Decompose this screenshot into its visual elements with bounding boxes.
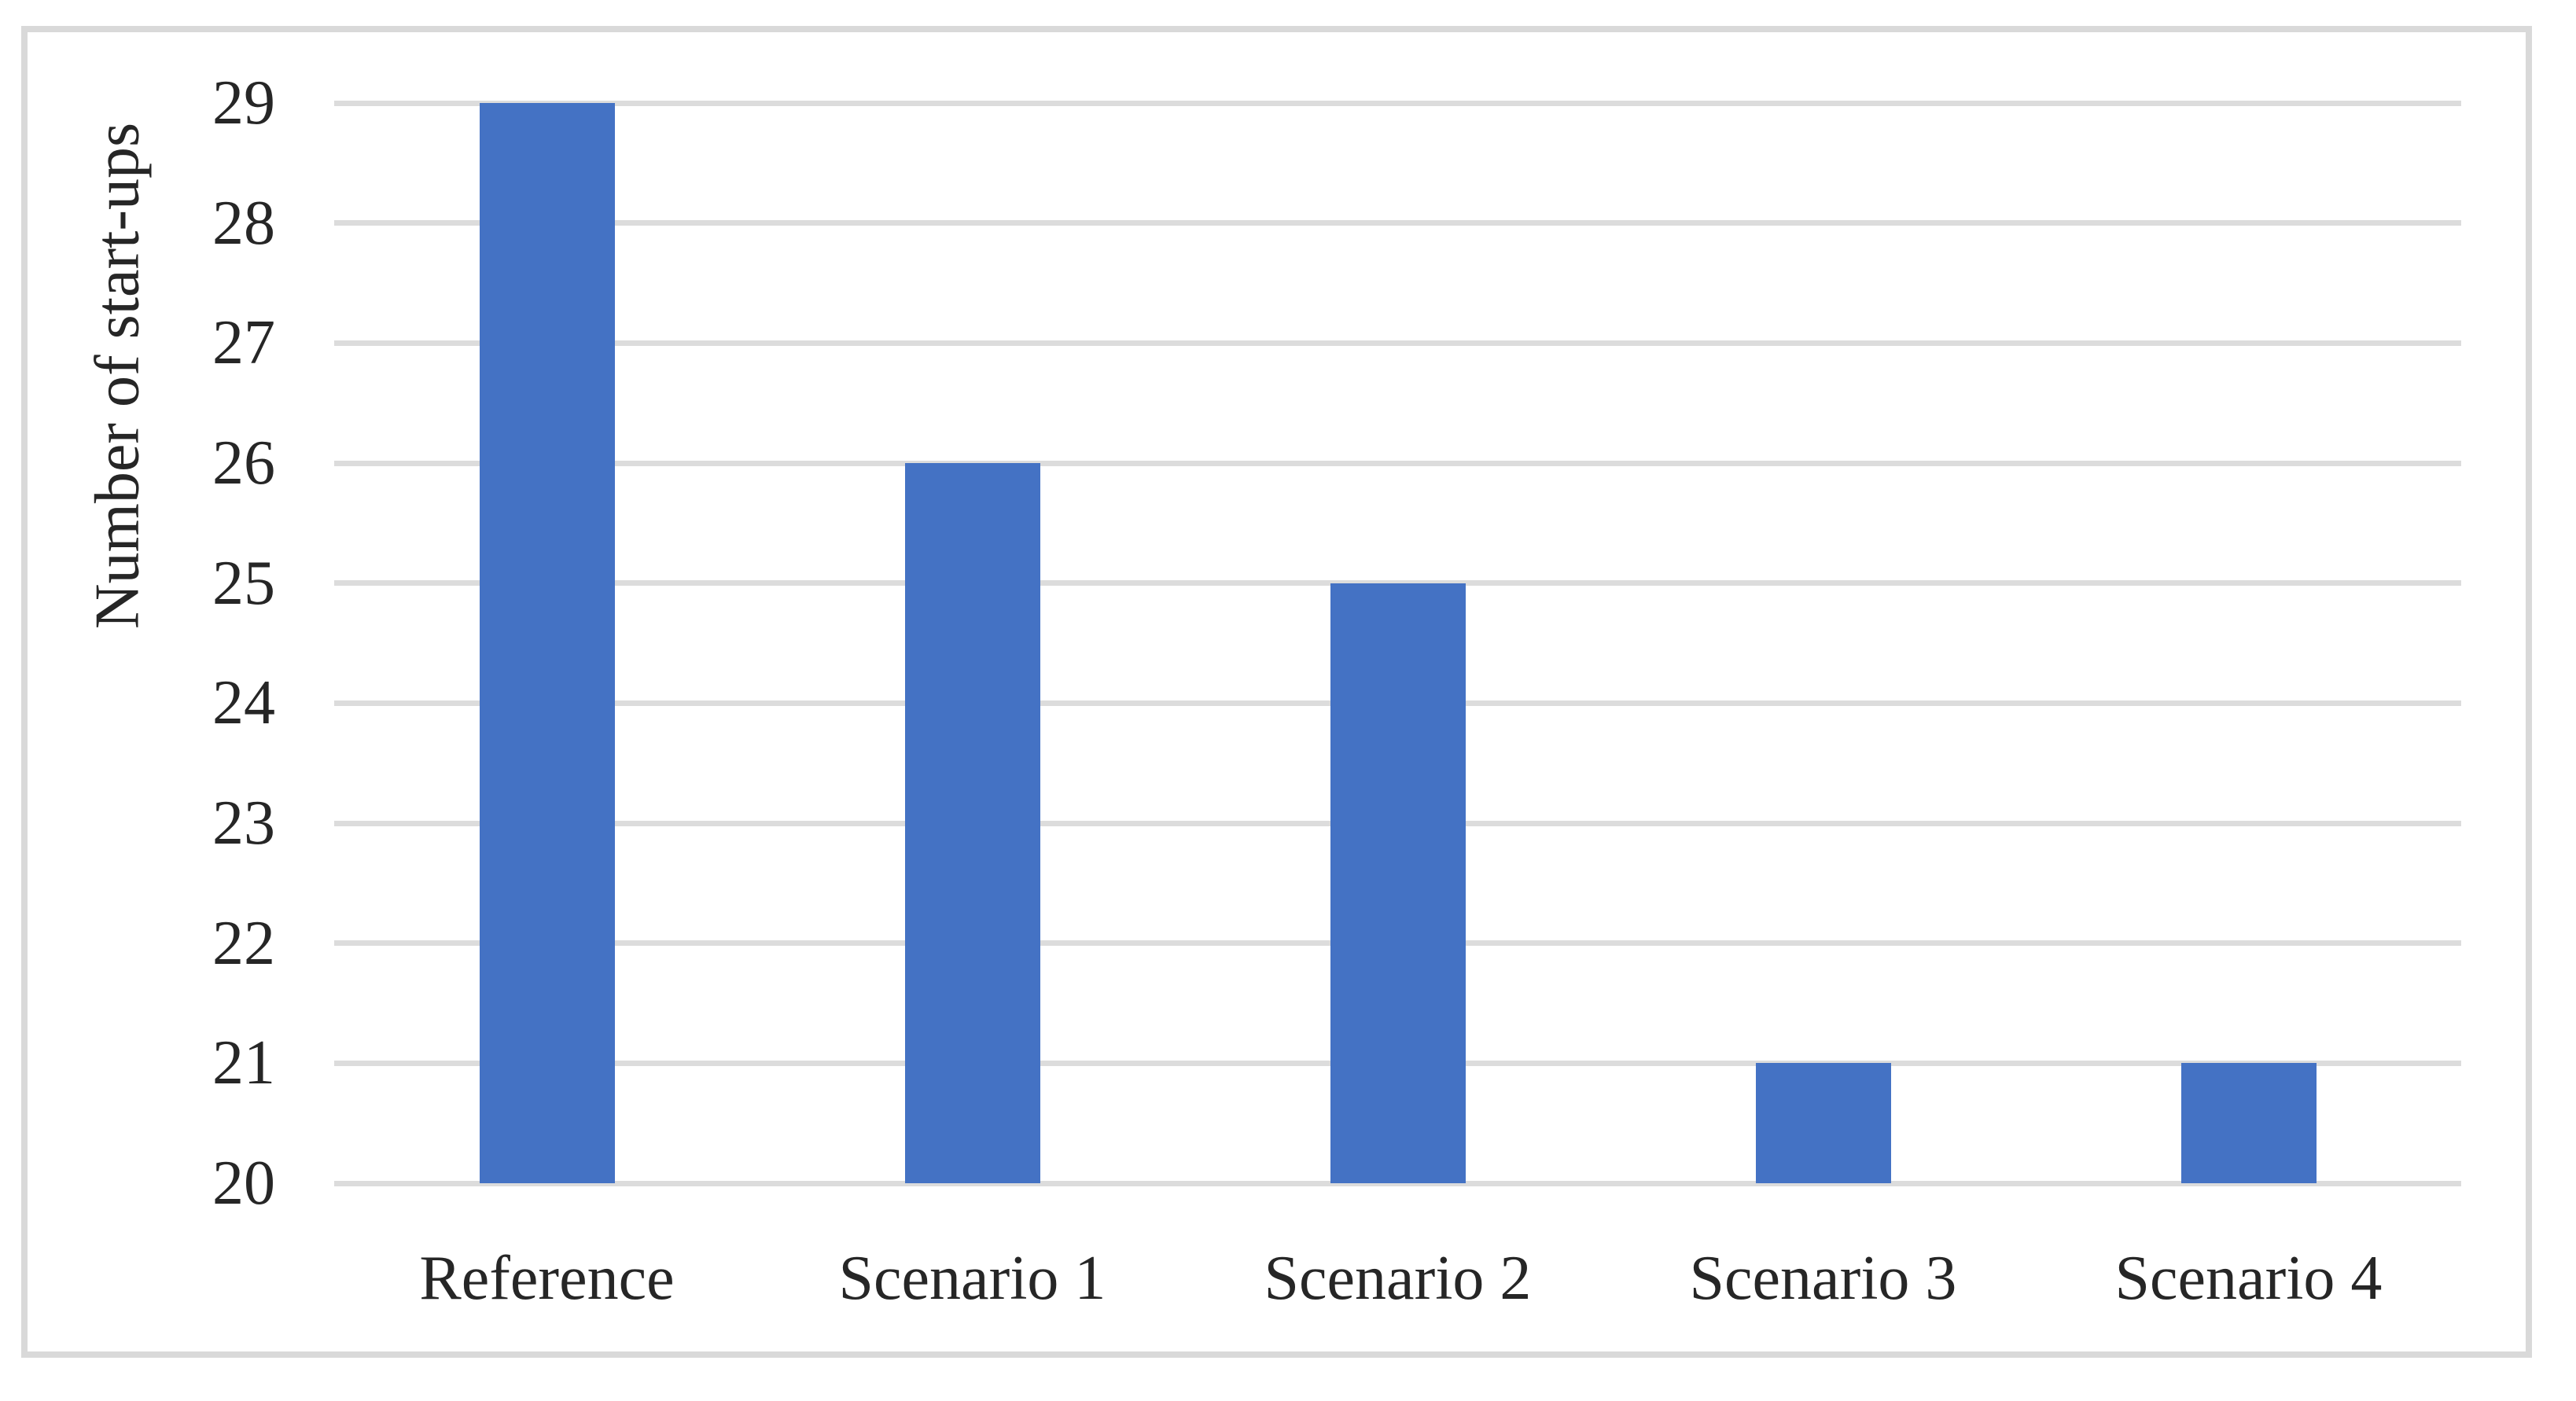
bar-scenario-1 (904, 463, 1040, 1183)
y-tick-label-20: 20 (212, 1149, 275, 1218)
chart-outer-frame (21, 26, 2532, 1358)
y-tick-label-23: 23 (212, 789, 275, 858)
y-tick-label-29: 29 (212, 68, 275, 138)
gridline-y-26 (334, 460, 2461, 466)
bar-reference (479, 103, 615, 1183)
x-category-label-1: Reference (419, 1244, 675, 1313)
y-tick-label-28: 28 (212, 188, 275, 258)
x-category-label-5: Scenario 4 (2114, 1244, 2383, 1313)
x-category-label-3: Scenario 2 (1264, 1244, 1532, 1313)
bar-scenario-3 (1755, 1063, 1891, 1183)
gridline-y-29 (334, 100, 2461, 106)
x-category-label-2: Scenario 1 (838, 1244, 1106, 1313)
x-category-label-4: Scenario 3 (1689, 1244, 1957, 1313)
gridline-y-28 (334, 220, 2461, 226)
y-tick-label-22: 22 (212, 908, 275, 978)
y-tick-label-26: 26 (212, 428, 275, 498)
gridline-y-20 (334, 1180, 2461, 1186)
y-tick-label-25: 25 (212, 548, 275, 618)
bar-scenario-2 (1330, 583, 1466, 1183)
y-tick-label-21: 21 (212, 1028, 275, 1098)
plot-area: 20 21 22 23 24 25 26 27 28 29 Reference Scenario 1 S… (212, 68, 2461, 1313)
y-tick-label-27: 27 (212, 308, 275, 378)
bar-scenario-4 (2180, 1063, 2317, 1183)
gridline-y-27 (334, 340, 2461, 346)
y-tick-label-24: 24 (212, 668, 275, 738)
